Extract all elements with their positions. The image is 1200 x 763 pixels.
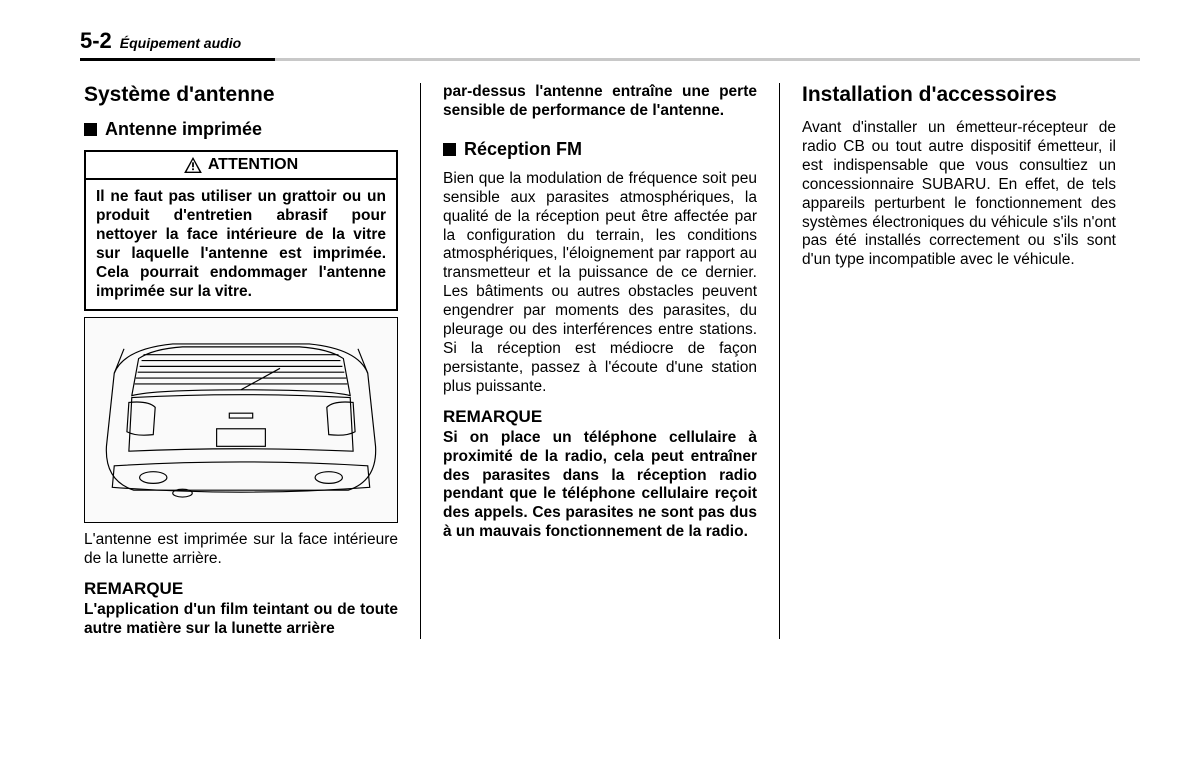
figure-caption: L'antenne est imprimée sur la face intér… <box>84 531 398 569</box>
page-number: 5-2 <box>80 28 112 54</box>
warning-triangle-icon <box>184 157 202 173</box>
column-1: Système d'antenne Antenne imprimée ATTEN… <box>80 83 402 639</box>
fm-reception-body: Bien que la modulation de fréquence soit… <box>443 170 757 397</box>
heading-accessories: Installation d'accessoires <box>802 83 1116 107</box>
heading-fm-reception-label: Réception FM <box>464 139 582 160</box>
accessories-body: Avant d'installer un émetteur-récepteur … <box>802 119 1116 270</box>
attention-label: ATTENTION <box>208 156 298 174</box>
continuation-text: par-dessus l'antenne entraîne une perte … <box>443 83 757 121</box>
column-separator-2 <box>779 83 780 639</box>
figure-vehicle-rear <box>84 317 398 523</box>
chapter-title: Équipement audio <box>120 35 241 51</box>
remarque-text-2: Si on place un téléphone cellulaire à pr… <box>443 429 757 542</box>
attention-body: Il ne faut pas utiliser un grattoir ou u… <box>86 180 396 309</box>
remarque-text-1: L'application d'un film teintant ou de t… <box>84 601 398 639</box>
attention-callout: ATTENTION Il ne faut pas utiliser un gra… <box>84 150 398 311</box>
square-bullet-icon <box>84 123 97 136</box>
header-rule <box>80 58 1140 61</box>
attention-header: ATTENTION <box>86 152 396 180</box>
remarque-label-2: REMARQUE <box>443 407 757 427</box>
column-3: Installation d'accessoires Avant d'insta… <box>798 83 1120 639</box>
header-rule-dark <box>80 58 275 61</box>
square-bullet-icon <box>443 143 456 156</box>
heading-printed-antenna: Antenne imprimée <box>84 119 398 140</box>
page-header: 5-2 Équipement audio <box>80 28 1140 54</box>
heading-antenna-system: Système d'antenne <box>84 83 398 107</box>
column-2: par-dessus l'antenne entraîne une perte … <box>439 83 761 639</box>
column-separator-1 <box>420 83 421 639</box>
header-rule-light <box>275 58 1140 61</box>
heading-printed-antenna-label: Antenne imprimée <box>105 119 262 140</box>
heading-fm-reception: Réception FM <box>443 139 757 160</box>
content-columns: Système d'antenne Antenne imprimée ATTEN… <box>80 83 1140 639</box>
remarque-label-1: REMARQUE <box>84 579 398 599</box>
